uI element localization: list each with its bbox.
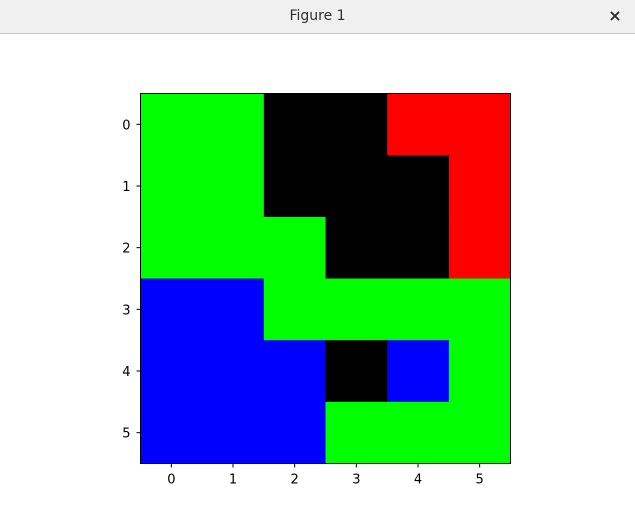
y-tick-label: 1 bbox=[122, 180, 130, 195]
heatmap-cell bbox=[387, 93, 450, 156]
heatmap-cells bbox=[140, 93, 511, 464]
heatmap-cell bbox=[325, 401, 388, 464]
heatmap-cell bbox=[263, 93, 326, 156]
y-tick-label: 2 bbox=[122, 242, 130, 257]
heatmap-cell bbox=[202, 278, 265, 341]
title-bar[interactable]: Figure 1 × bbox=[0, 0, 635, 34]
x-axis: 0 1 2 3 4 5 bbox=[167, 463, 484, 488]
heatmap-cell bbox=[263, 278, 326, 341]
heatmap-cell bbox=[202, 401, 265, 464]
heatmap-cell bbox=[140, 216, 203, 279]
heatmap-cell bbox=[448, 155, 511, 218]
heatmap-cell bbox=[140, 155, 203, 218]
heatmap-cell bbox=[448, 278, 511, 341]
x-tick-label: 5 bbox=[476, 473, 484, 488]
window-title: Figure 1 bbox=[289, 8, 346, 24]
heatmap-cell bbox=[202, 216, 265, 279]
heatmap-cell bbox=[448, 401, 511, 464]
close-icon[interactable]: × bbox=[608, 6, 622, 25]
heatmap-cell bbox=[263, 216, 326, 279]
heatmap-plot: 0 1 2 3 4 5 0 1 2 3 4 5 bbox=[122, 93, 511, 488]
axes-frame bbox=[140, 93, 511, 464]
y-tick-label: 5 bbox=[122, 427, 130, 442]
x-tick-label: 4 bbox=[414, 473, 422, 488]
heatmap-cell bbox=[325, 216, 388, 279]
x-tick-label: 2 bbox=[291, 473, 299, 488]
x-tick-label: 3 bbox=[352, 473, 360, 488]
heatmap-cell bbox=[387, 401, 450, 464]
heatmap-cell bbox=[263, 155, 326, 218]
heatmap-cell bbox=[140, 93, 203, 156]
heatmap-cell bbox=[387, 155, 450, 218]
heatmap-cell bbox=[325, 340, 388, 403]
heatmap-cell bbox=[140, 278, 203, 341]
heatmap-cell bbox=[387, 216, 450, 279]
heatmap-cell bbox=[325, 93, 388, 156]
heatmap-cell bbox=[387, 278, 450, 341]
heatmap-cell bbox=[140, 340, 203, 403]
heatmap-cell bbox=[202, 340, 265, 403]
y-tick-label: 0 bbox=[122, 118, 130, 133]
heatmap-cell bbox=[325, 278, 388, 341]
heatmap-cell bbox=[325, 155, 388, 218]
y-axis: 0 1 2 3 4 5 bbox=[122, 118, 141, 442]
heatmap-cell bbox=[263, 401, 326, 464]
x-tick-label: 0 bbox=[167, 473, 175, 488]
y-tick-label: 4 bbox=[122, 365, 130, 380]
y-tick-label: 3 bbox=[122, 303, 130, 318]
heatmap-cell bbox=[202, 155, 265, 218]
heatmap-cell bbox=[448, 340, 511, 403]
heatmap-cell bbox=[448, 93, 511, 156]
heatmap-cell bbox=[202, 93, 265, 156]
x-tick-label: 1 bbox=[229, 473, 237, 488]
heatmap-cell bbox=[263, 340, 326, 403]
heatmap-cell bbox=[140, 401, 203, 464]
heatmap-cell bbox=[387, 340, 450, 403]
heatmap-cell bbox=[448, 216, 511, 279]
figure-canvas: 0 1 2 3 4 5 0 1 2 3 4 5 bbox=[0, 35, 635, 512]
